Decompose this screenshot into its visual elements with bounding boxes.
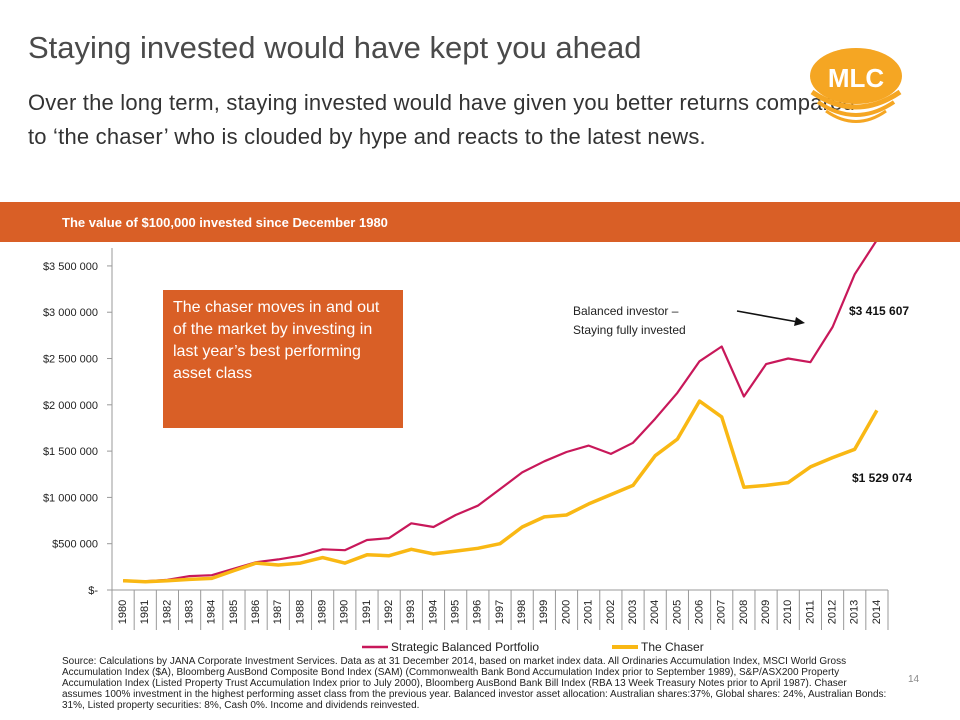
legend: Strategic Balanced Portfolio The Chaser — [362, 640, 704, 654]
y-tick-label: $2 500 000 — [43, 354, 98, 366]
x-tick-label: 2007 — [716, 600, 728, 624]
y-tick-label: $1 000 000 — [43, 492, 98, 504]
x-tick-label: 1997 — [494, 600, 506, 624]
chart-title: The value of $100,000 invested since Dec… — [62, 215, 388, 230]
balanced-final-label: $3 415 607 — [849, 304, 909, 318]
y-tick-label: $3 500 000 — [43, 261, 98, 273]
source-note: Source: Calculations by JANA Corporate I… — [62, 656, 887, 711]
x-tick-label: 1981 — [139, 600, 151, 624]
x-tick-label: 1984 — [206, 600, 218, 624]
x-tick-label: 2009 — [760, 600, 772, 624]
x-tick-label: 1990 — [339, 600, 351, 624]
balanced-arrowhead — [794, 317, 805, 326]
mlc-logo-mark — [810, 48, 902, 123]
x-tick-label: 2003 — [627, 600, 639, 624]
page-number: 14 — [908, 674, 920, 685]
x-tick-label: 1993 — [405, 600, 417, 624]
x-tick-label: 1995 — [450, 600, 462, 624]
x-tick-label: 1992 — [383, 600, 395, 624]
slide-title: Staying invested would have kept you ahe… — [28, 30, 642, 65]
x-tick-label: 1999 — [538, 600, 550, 624]
y-tick-label: $500 000 — [52, 539, 98, 551]
x-tick-label: 2012 — [826, 600, 838, 624]
x-tick-label: 2002 — [605, 600, 617, 624]
legend-label: The Chaser — [641, 640, 704, 654]
balanced-arrow — [736, 310, 799, 323]
series-layer — [123, 242, 879, 584]
x-tick-label: 2013 — [849, 600, 861, 624]
legend-label: Strategic Balanced Portfolio — [391, 640, 539, 654]
x-tick-label: 1994 — [427, 600, 439, 624]
x-tick-label: 1986 — [250, 600, 262, 624]
x-tick-label: 2006 — [693, 600, 705, 624]
x-tick-label: 2000 — [560, 600, 572, 624]
series-line-chaser — [123, 399, 879, 584]
chaser-callout: The chaser moves in and out of the marke… — [163, 290, 403, 428]
x-tick-label: 1989 — [317, 600, 329, 624]
x-tick-label: 2014 — [871, 600, 883, 624]
x-tick-label: 2004 — [649, 600, 661, 624]
x-axis: 1980 1981 1982 1983 1984 1985 1986 1987 1988 1989… — [111, 589, 889, 630]
x-tick-label: 1983 — [184, 600, 196, 624]
x-tick-label: 1987 — [272, 600, 284, 624]
slide-subtitle: Over the long term, staying invested wou… — [28, 90, 855, 149]
x-tick-label: 2010 — [782, 600, 794, 624]
mlc-logo: MLC — [810, 48, 902, 123]
y-tick-label: $1 500 000 — [43, 446, 98, 458]
chart-banner: The value of $100,000 invested since Dec… — [0, 202, 960, 242]
x-tick-label: 1998 — [516, 600, 528, 624]
y-axis: $- $500 000 $1 000 000 $1 500 000 $2 000 000… — [43, 248, 113, 597]
annotation-layer: Balanced investor – Staying fully investe… — [573, 304, 912, 485]
y-tick-label: $- — [88, 585, 98, 597]
balanced-note: Balanced investor – Staying fully investe… — [573, 304, 686, 337]
x-tick-label: 1991 — [361, 600, 373, 624]
line-chart: $- $500 000 $1 000 000 $1 500 000 $2 000 000… — [43, 242, 912, 654]
x-tick-label: 2011 — [804, 600, 816, 624]
x-tick-label: 2005 — [671, 600, 683, 624]
x-tick-label: 1985 — [228, 600, 240, 624]
x-tick-label: 1980 — [117, 600, 129, 624]
logo-text: MLC — [828, 63, 885, 93]
y-tick-label: $2 000 000 — [43, 400, 98, 412]
x-tick-label: 2001 — [583, 600, 595, 624]
x-tick-label: 1982 — [161, 600, 173, 624]
x-tick-label: 1988 — [294, 600, 306, 624]
y-tick-label: $3 000 000 — [43, 307, 98, 319]
x-tick-label: 2008 — [738, 600, 750, 624]
x-tick-label: 1996 — [472, 600, 484, 624]
chaser-final-label: $1 529 074 — [852, 471, 912, 485]
